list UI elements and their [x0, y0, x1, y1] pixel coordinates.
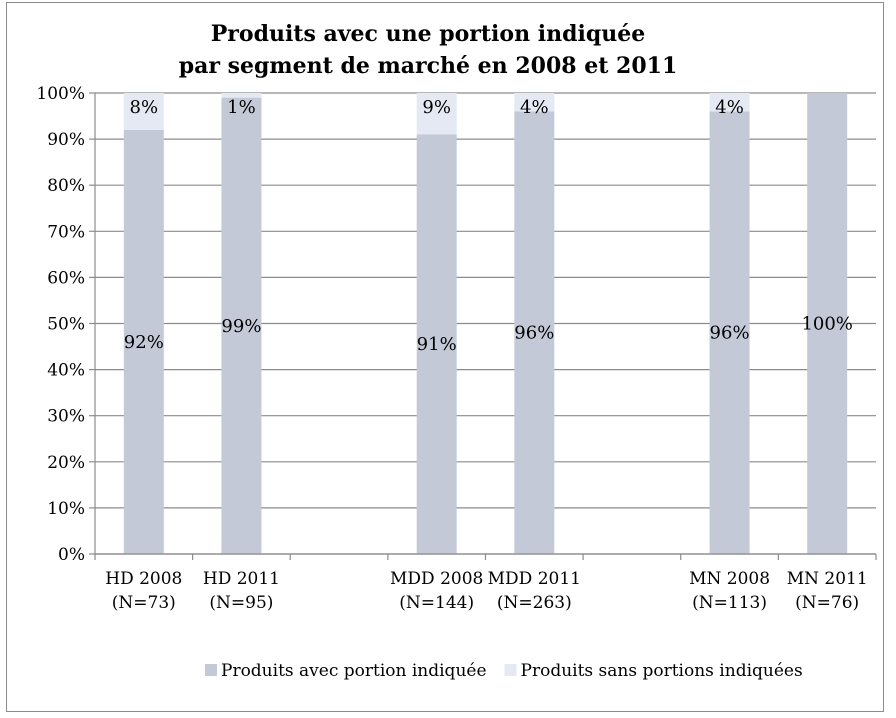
chart-title: Produits avec une portion indiquée par s…	[179, 21, 678, 79]
data-label: 4%	[715, 97, 744, 118]
bar-segment	[514, 93, 555, 112]
x-category-count: (N=144)	[399, 593, 474, 613]
data-label: 100%	[801, 314, 852, 335]
bars	[123, 93, 848, 555]
y-tick-label: 40%	[47, 361, 85, 381]
data-labels: 92% 8% 99% 1% 91% 9% 96% 4% 96% 4% 100%	[124, 97, 853, 355]
y-tick-label: 0%	[58, 545, 85, 565]
bar-segment	[221, 97, 262, 555]
bar-segment	[807, 93, 848, 554]
x-category-count: (N=263)	[497, 593, 572, 613]
x-category-count: (N=76)	[795, 593, 859, 613]
bar-segment	[709, 93, 750, 112]
y-tick-label: 60%	[47, 268, 85, 288]
legend-swatch	[205, 664, 217, 676]
x-category-label: MN 2008	[689, 569, 770, 589]
x-category-label: MDD 2008	[390, 569, 483, 589]
chart-title-line-1: Produits avec une portion indiquée	[211, 21, 645, 47]
data-label: 96%	[710, 323, 750, 344]
y-tick-label: 50%	[47, 315, 85, 335]
bar-segment	[416, 134, 457, 555]
x-category-label: HD 2011	[203, 569, 280, 589]
bar-segment	[123, 129, 164, 554]
legend-label: Produits avec portion indiquée	[221, 661, 487, 681]
legend-label: Produits sans portions indiquées	[521, 661, 803, 681]
data-label: 8%	[130, 97, 159, 118]
bar-segment	[123, 93, 164, 130]
y-tick-label: 10%	[47, 499, 85, 519]
data-label: 9%	[422, 97, 451, 118]
data-label: 99%	[221, 316, 261, 337]
x-category-label: MN 2011	[787, 569, 868, 589]
bar-segment	[416, 93, 457, 135]
x-category-count: (N=73)	[112, 593, 176, 613]
chart-title-line-2: par segment de marché en 2008 et 2011	[179, 53, 678, 79]
x-category-label: HD 2008	[105, 569, 182, 589]
y-tick-label: 80%	[47, 176, 85, 196]
y-tick-label: 90%	[47, 130, 85, 150]
bar-segment	[709, 111, 750, 554]
bar-segment	[514, 111, 555, 554]
y-tick-label: 20%	[47, 453, 85, 473]
data-label: 1%	[227, 97, 256, 118]
data-label: 92%	[124, 332, 164, 353]
x-category-count: (N=113)	[692, 593, 767, 613]
data-label: 91%	[417, 334, 457, 355]
gridlines	[95, 92, 876, 555]
legend-swatch	[504, 664, 517, 676]
chart-frame: Produits avec une portion indiquée par s…	[6, 2, 884, 712]
x-category-count: (N=95)	[209, 593, 273, 613]
data-label: 96%	[514, 323, 554, 344]
stacked-bar-chart: Produits avec une portion indiquée par s…	[36, 21, 877, 681]
bar-segment	[221, 93, 262, 98]
y-axis: 0% 10% 20% 30% 40% 50% 60% 70% 80% 90% 100%	[36, 84, 96, 565]
y-tick-label: 70%	[47, 222, 85, 242]
x-category-label: MDD 2011	[488, 569, 581, 589]
y-tick-label: 30%	[47, 407, 85, 427]
legend: Produits avec portion indiquée Produits s…	[205, 661, 803, 681]
data-label: 4%	[520, 97, 549, 118]
y-tick-label: 100%	[36, 84, 85, 104]
x-axis: HD 2008 (N=73) HD 2011 (N=95) MDD 2008 (N=144…	[94, 553, 877, 613]
